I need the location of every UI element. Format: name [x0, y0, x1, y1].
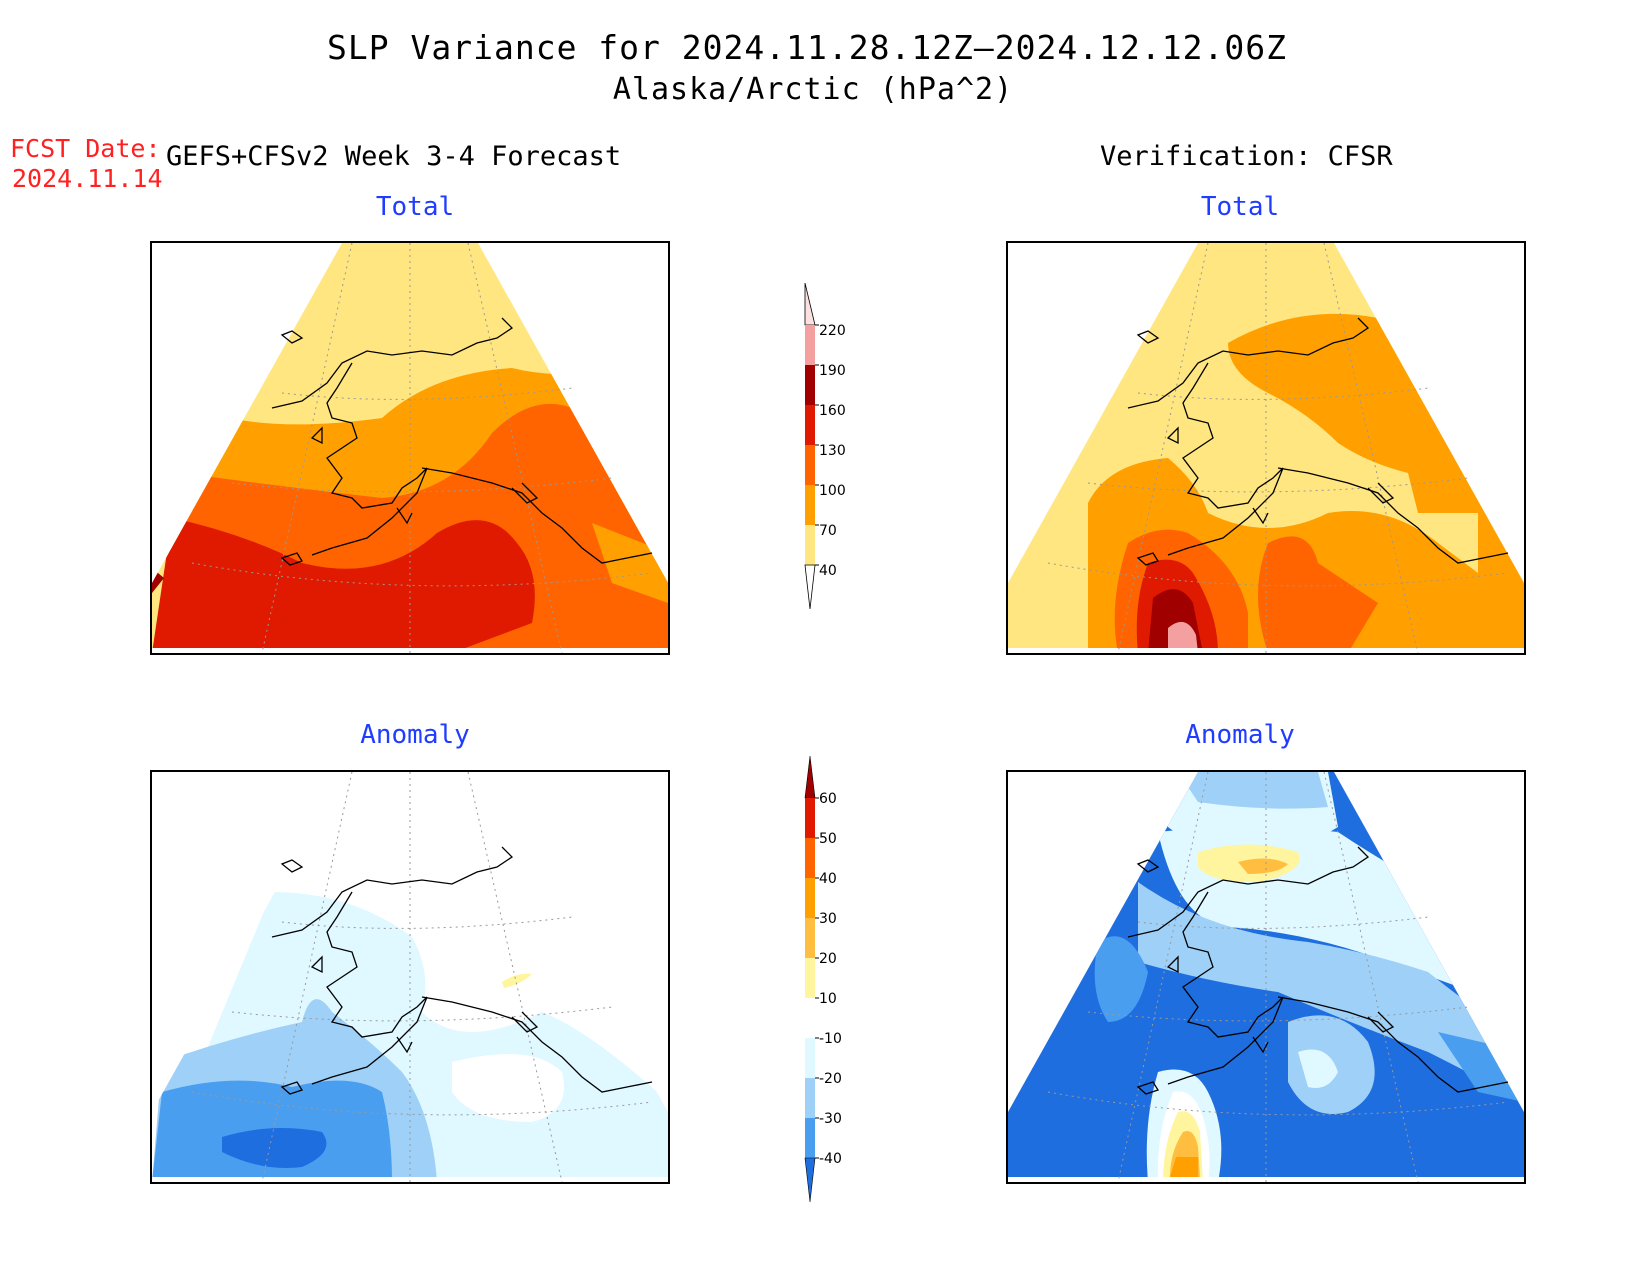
contour-band-neutral-se: [452, 1054, 564, 1122]
anomaly-colorbar: 60 50 40 30 20 10 -10 -20 -30 -40: [804, 756, 842, 1203]
colorbar-swatch-minus30-minus40: [805, 1118, 815, 1158]
colorbar-swatch-30-40: [805, 878, 815, 918]
colorbar-tick-minus40: -40: [819, 1151, 842, 1167]
colorbar-swatch-minus10-minus20: [805, 1038, 815, 1078]
contour-band-190-220: [1168, 621, 1198, 648]
main-title: SLP Variance for 2024.11.28.12Z–2024.12.…: [327, 28, 1287, 67]
contour-band-100-130-se: [1258, 536, 1378, 648]
alaska-coastline: [1127, 846, 1509, 1095]
forecast-date-label: FCST Date:: [10, 134, 161, 163]
forecast-total-title: Total: [375, 192, 455, 222]
verification-column-header: Verification: CFSR: [1100, 141, 1393, 172]
colorbar-swatch-10-20: [805, 958, 815, 998]
colorbar-swatch-40-70: [805, 525, 815, 565]
colorbar-top-arrow: [804, 756, 816, 799]
colorbar-swatch-neutral: [805, 998, 815, 1038]
colorbar-tick-220: 220: [819, 323, 846, 339]
colorbar-tick-60: 60: [819, 791, 837, 807]
colorbar-tick-40: 40: [819, 563, 837, 579]
colorbar-tick-10: 10: [819, 991, 837, 1007]
colorbar-bottom-arrow: [804, 1157, 816, 1203]
forecast-date-value: 2024.11.14: [12, 164, 163, 193]
colorbar-tick-160: 160: [819, 403, 846, 419]
colorbar-tick-130: 130: [819, 443, 846, 459]
alaska-coastline: [1127, 317, 1509, 566]
colorbar-tick-50: 50: [819, 831, 837, 847]
contour-band-10-20: [502, 973, 532, 988]
alaska-coastline: [271, 846, 653, 1095]
graticule: [191, 772, 653, 1182]
forecast-anomaly-title: Anomaly: [360, 720, 470, 750]
contour-band-minus30-minus40-w: [1094, 936, 1148, 1022]
colorbar-swatch-130-160: [805, 405, 815, 445]
contour-band-minus20-minus30-mid: [1138, 882, 1524, 1102]
verification-total-map: [1006, 241, 1526, 655]
colorbar-top-arrow: [804, 283, 816, 326]
colorbar-swatch-190-220: [805, 325, 815, 365]
graticule: [191, 243, 653, 653]
colorbar-swatch-160-190: [805, 365, 815, 405]
colorbar-swatch-100-130: [805, 445, 815, 485]
colorbar-tick-30: 30: [819, 911, 837, 927]
contour-band-130-160: [152, 518, 535, 648]
forecast-column-header: GEFS+CFSv2 Week 3-4 Forecast: [166, 141, 622, 172]
forecast-total-map: [150, 241, 670, 655]
contour-band-minus10-minus20-se: [1298, 1049, 1338, 1088]
contour-band-30-40-s: [1170, 1157, 1198, 1177]
colorbar-tick-minus30: -30: [819, 1111, 842, 1127]
alaska-coastline: [271, 317, 653, 566]
verification-total-title: Total: [1200, 192, 1280, 222]
colorbar-tick-40: 40: [819, 871, 837, 887]
colorbar-bottom-arrow: [804, 564, 816, 610]
colorbar-tick-190: 190: [819, 363, 846, 379]
colorbar-tick-20: 20: [819, 951, 837, 967]
contour-band-below-minus40: [222, 1128, 327, 1168]
colorbar-swatch-20-30: [805, 918, 815, 958]
total-colorbar: 220 190 160 130 100 70 40: [804, 283, 846, 610]
contour-band-70-100-se: [592, 523, 668, 603]
contour-band-minus20-minus30-n: [1178, 772, 1328, 809]
colorbar-swatch-40-50: [805, 838, 815, 878]
colorbar-swatch-70-100: [805, 485, 815, 525]
contour-band-70-100-ne: [1228, 313, 1524, 648]
verification-anomaly-title: Anomaly: [1185, 720, 1295, 750]
subtitle: Alaska/Arctic (hPa^2): [612, 72, 1014, 107]
graticule: [1047, 243, 1509, 653]
colorbar-tick-100: 100: [819, 483, 846, 499]
colorbar-tick-minus20: -20: [819, 1071, 842, 1087]
colorbar-swatch-50-60: [805, 798, 815, 838]
colorbar-tick-70: 70: [819, 523, 837, 539]
colorbar-tick-minus10: -10: [819, 1031, 842, 1047]
verification-anomaly-map: [1006, 770, 1526, 1184]
colorbar-swatch-minus20-minus30: [805, 1078, 815, 1118]
graticule: [1047, 772, 1509, 1182]
forecast-anomaly-map: [150, 770, 670, 1184]
contour-band-20-30-n: [1238, 858, 1288, 874]
